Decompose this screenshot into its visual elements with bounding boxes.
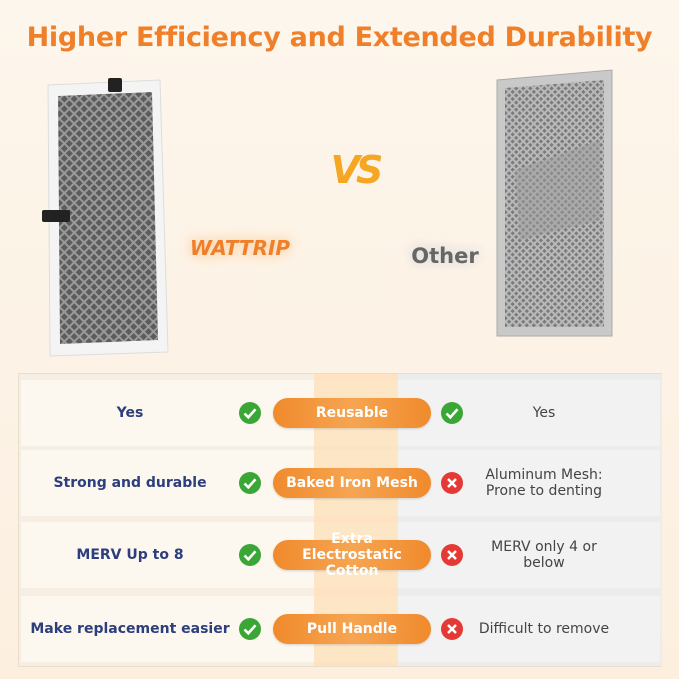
table-row: Make replacement easier Pull Handle Diffic… (19, 596, 661, 662)
other-label: Other (411, 244, 479, 268)
brand-value: Make replacement easier (30, 621, 230, 637)
comparison-table: Yes Reusable Yes Strong and durable Baked Ir… (18, 373, 662, 667)
title: Higher Efficiency and Extended Durabilit… (26, 22, 653, 53)
feature-pill: Reusable (273, 398, 431, 428)
cell-bg (21, 522, 314, 588)
table-row: MERV Up to 8 Extra Electrostatic Cotton ME… (19, 522, 661, 588)
feature-pill: Extra Electrostatic Cotton (273, 531, 431, 579)
cell-bg (21, 380, 314, 446)
check-icon (239, 472, 261, 494)
check-icon (239, 402, 261, 424)
table-row: Yes Reusable Yes (19, 380, 661, 446)
check-icon (239, 618, 261, 640)
table-row: Strong and durable Baked Iron Mesh Aluminu… (19, 450, 661, 516)
brand-label: WATTRIP (189, 236, 291, 260)
feature-pill: Baked Iron Mesh (273, 468, 431, 498)
cell-bg (21, 450, 314, 516)
other-value: Aluminum Mesh: Prone to denting (485, 467, 603, 499)
check-icon (239, 544, 261, 566)
brand-value: Strong and durable (53, 475, 207, 491)
versus: VS (330, 148, 384, 192)
cell-bg (21, 596, 314, 662)
cross-icon (441, 472, 463, 494)
check-icon (441, 402, 463, 424)
other-value: MERV only 4 or below (491, 539, 597, 571)
cross-icon (441, 618, 463, 640)
cross-icon (441, 544, 463, 566)
brand-value: Yes (116, 405, 144, 421)
brand-value: MERV Up to 8 (76, 547, 184, 563)
other-value: Yes (532, 405, 556, 421)
illustration (42, 69, 613, 357)
feature-pill: Pull Handle (273, 614, 431, 644)
other-value: Difficult to remove (478, 621, 610, 637)
